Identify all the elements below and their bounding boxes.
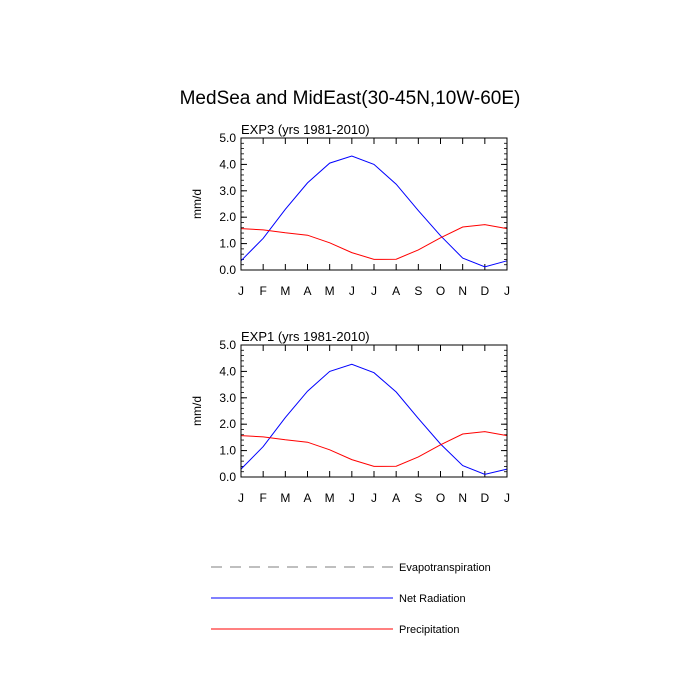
x-tick-label: F [259,491,266,505]
panel-2: EXP1 (yrs 1981-2010) mm/d 0.0 1.0 2.0 3.0 4.0 5… [190,329,510,505]
y-tick-label: 3.0 [219,391,236,405]
y-tick-label: 3.0 [219,184,236,198]
x-tick-label: D [480,284,489,298]
x-tick-label: J [371,284,377,298]
series-line-precipitation [240,431,508,467]
x-tick-label: M [280,491,290,505]
x-tick-label: D [480,491,489,505]
x-tick-label: J [504,284,510,298]
plot-frame [240,344,508,478]
x-tick-label: A [303,284,311,298]
x-tick-label: N [458,491,467,505]
x-tick-label: F [259,284,266,298]
x-tick-label: O [436,491,445,505]
x-tick-label: S [414,284,422,298]
x-tick-label: A [303,491,311,505]
panel-title: EXP1 (yrs 1981-2010) [241,329,370,344]
x-tick-label: M [280,284,290,298]
figure-title: MedSea and MidEast(30-45N,10W-60E) [180,88,521,109]
x-tick-label: J [504,491,510,505]
y-tick-label: 0.0 [219,263,236,277]
x-tick-label: M [325,284,335,298]
x-tick-label: A [392,491,400,505]
plot-frame [240,137,508,271]
y-tick-label: 1.0 [219,237,236,251]
y-axis-label: mm/d [190,396,204,426]
y-tick-label: 5.0 [219,338,236,352]
panel-title: EXP3 (yrs 1981-2010) [241,122,370,137]
series-line-net-radiation [240,155,508,268]
series-line-precipitation [240,224,508,260]
x-tick-label: A [392,284,400,298]
legend: Evapotranspiration Net Radiation Precipita… [211,562,491,636]
x-tick-label: S [414,491,422,505]
x-tick-label: O [436,284,445,298]
legend-label: Evapotranspiration [399,562,491,574]
panels-container: EXP3 (yrs 1981-2010) mm/d 0.0 1.0 2.0 3.0 4.0 5… [190,122,510,505]
x-tick-label: J [238,284,244,298]
series-line-net-radiation [240,363,508,475]
y-axis-label: mm/d [190,189,204,219]
y-tick-label: 4.0 [219,364,236,378]
x-tick-label: J [349,491,355,505]
x-tick-label: J [238,491,244,505]
panel-1: EXP3 (yrs 1981-2010) mm/d 0.0 1.0 2.0 3.0 4.0 5… [190,122,510,298]
legend-label: Net Radiation [399,593,466,605]
x-tick-label: N [458,284,467,298]
y-tick-label: 2.0 [219,417,236,431]
y-tick-label: 4.0 [219,157,236,171]
x-tick-label: J [371,491,377,505]
y-tick-label: 0.0 [219,470,236,484]
y-tick-label: 1.0 [219,444,236,458]
x-tick-label: J [349,284,355,298]
x-tick-label: M [325,491,335,505]
y-tick-label: 5.0 [219,131,236,145]
y-tick-label: 2.0 [219,210,236,224]
legend-label: Precipitation [399,624,460,636]
